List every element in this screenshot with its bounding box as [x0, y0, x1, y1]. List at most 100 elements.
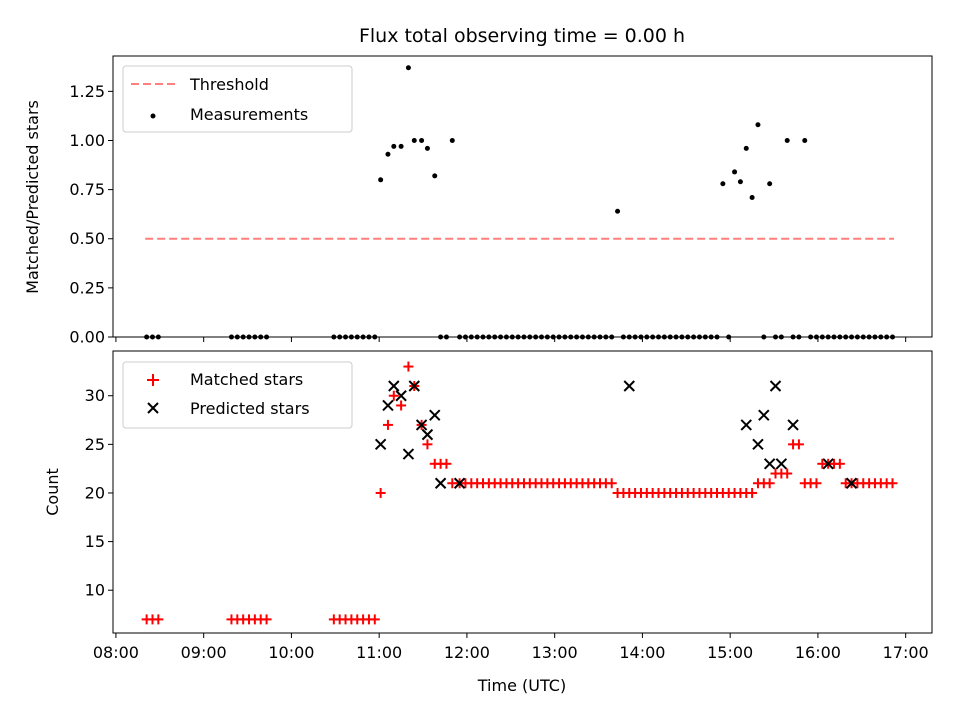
matched-star-point: [606, 478, 617, 489]
top-y-tick-label: 1.25: [69, 82, 105, 101]
matched-star-point: [403, 361, 414, 372]
predicted-star-point: [758, 409, 770, 421]
measurement-point: [767, 181, 773, 187]
legend-matched-swatch: [147, 374, 159, 386]
bottom-x-tick-label: 14:00: [619, 643, 665, 662]
matched-star-point: [793, 439, 804, 450]
predicted-star-point: [787, 419, 799, 431]
matched-star-point: [153, 614, 164, 625]
predicted-star-point: [822, 458, 834, 470]
bottom-x-ticks: 08:00 09:00 10:00 11:00 12:00 13:00 14:00 15:00…: [93, 633, 929, 662]
top-y-tick-label: 0.00: [69, 328, 105, 347]
legend-measurements-label: Measurements: [190, 105, 308, 124]
top-legend: Threshold Measurements: [122, 65, 353, 133]
x-axis-label: Time (UTC): [477, 676, 566, 695]
top-legend-box: [122, 65, 353, 133]
top-y-tick-label: 0.25: [69, 278, 105, 297]
top-panel: 0.00 0.25 0.50 0.75 1.00 1.25 Matched/Predict…: [23, 55, 933, 347]
matched-star-point: [887, 478, 898, 489]
matched-star-point: [261, 614, 272, 625]
legend-predicted-label: Predicted stars: [190, 399, 310, 418]
predicted-star-point: [763, 458, 776, 470]
bottom-x-tick-label: 17:00: [883, 643, 929, 662]
measurement-point: [737, 179, 743, 185]
matched-star-point: [811, 478, 822, 489]
matched-star-point: [422, 439, 433, 450]
matched-star-point: [388, 390, 399, 401]
bottom-x-tick-label: 13:00: [532, 643, 578, 662]
predicted-star-point: [845, 477, 858, 489]
bottom-legend: Matched stars Predicted stars: [122, 361, 353, 429]
measurement-point: [385, 151, 391, 157]
top-axes-frame: [112, 55, 933, 338]
bottom-y-ticks: 10 15 20 25 30: [85, 386, 113, 600]
measurement-point: [411, 137, 417, 143]
measurement-point: [732, 169, 738, 175]
measurement-point: [784, 137, 790, 143]
top-y-tick-label: 0.50: [69, 229, 105, 248]
measurement-point: [743, 145, 749, 151]
legend-threshold-label: Threshold: [189, 75, 269, 94]
bottom-panel: 08:00 09:00 10:00 11:00 12:00 13:00 14:00 15:00…: [43, 350, 933, 695]
top-y-ticks: 0.00 0.25 0.50 0.75 1.00 1.25: [69, 82, 113, 347]
predicted-star-point: [434, 477, 447, 489]
matched-star-point: [747, 487, 758, 498]
predicted-star-point: [382, 399, 394, 412]
predicted-star-point: [769, 380, 782, 392]
predicted-star-point: [415, 419, 428, 431]
bottom-x-tick-label: 16:00: [795, 643, 841, 662]
bottom-x-tick-label: 08:00: [93, 643, 139, 662]
bottom-y-tick-label: 10: [85, 581, 105, 600]
measurement-point: [749, 194, 755, 200]
measurement-point: [432, 173, 438, 179]
top-y-axis-label: Matched/Predicted stars: [23, 100, 42, 294]
matched-star-point: [396, 400, 407, 411]
bottom-plot-area: [141, 361, 898, 625]
predicted-star-point: [421, 428, 434, 441]
predicted-star-point: [740, 419, 752, 431]
bottom-x-tick-label: 09:00: [181, 643, 227, 662]
legend-matched-label: Matched stars: [190, 370, 303, 389]
bottom-axes-frame: [112, 350, 933, 634]
bottom-x-tick-label: 10:00: [268, 643, 314, 662]
matched-star-point: [382, 419, 393, 430]
measurement-point: [615, 208, 621, 214]
bottom-x-tick-label: 11:00: [356, 643, 402, 662]
measurement-point: [378, 177, 384, 183]
predicted-star-point: [395, 390, 407, 402]
predicted-star-point: [453, 477, 466, 489]
matched-star-point: [782, 468, 793, 479]
legend-measurements-swatch: [150, 113, 156, 119]
predicted-star-point: [374, 438, 387, 451]
legend-predicted-swatch: [147, 402, 159, 414]
measurement-point: [802, 137, 808, 143]
predicted-star-point: [752, 438, 764, 451]
measurement-point: [720, 181, 726, 187]
measurement-point: [755, 122, 761, 128]
bottom-y-tick-label: 15: [85, 532, 105, 551]
bottom-y-axis-label: Count: [43, 468, 62, 516]
matched-star-point: [375, 487, 386, 498]
chart-title: Flux total observing time = 0.00 h: [359, 25, 685, 47]
bottom-y-tick-label: 25: [85, 435, 105, 454]
bottom-x-tick-label: 15:00: [707, 643, 753, 662]
measurement-point: [449, 137, 455, 143]
top-y-tick-label: 0.75: [69, 180, 105, 199]
measurement-point: [391, 143, 397, 149]
predicted-star-point: [402, 448, 415, 460]
predicted-star-point: [388, 380, 400, 392]
bottom-y-tick-label: 20: [85, 483, 105, 502]
bottom-x-tick-label: 12:00: [444, 643, 490, 662]
matched-star-point: [764, 478, 775, 489]
measurement-point: [405, 65, 411, 71]
predicted-star-point: [775, 458, 788, 470]
matched-star-point: [369, 614, 380, 625]
bottom-y-tick-label: 30: [85, 386, 105, 405]
top-y-tick-label: 1.00: [69, 131, 105, 150]
measurement-point: [419, 137, 425, 143]
bottom-legend-box: [122, 361, 353, 429]
measurement-point: [424, 145, 430, 151]
matched-star-point: [441, 458, 452, 469]
predicted-star-point: [623, 380, 635, 392]
